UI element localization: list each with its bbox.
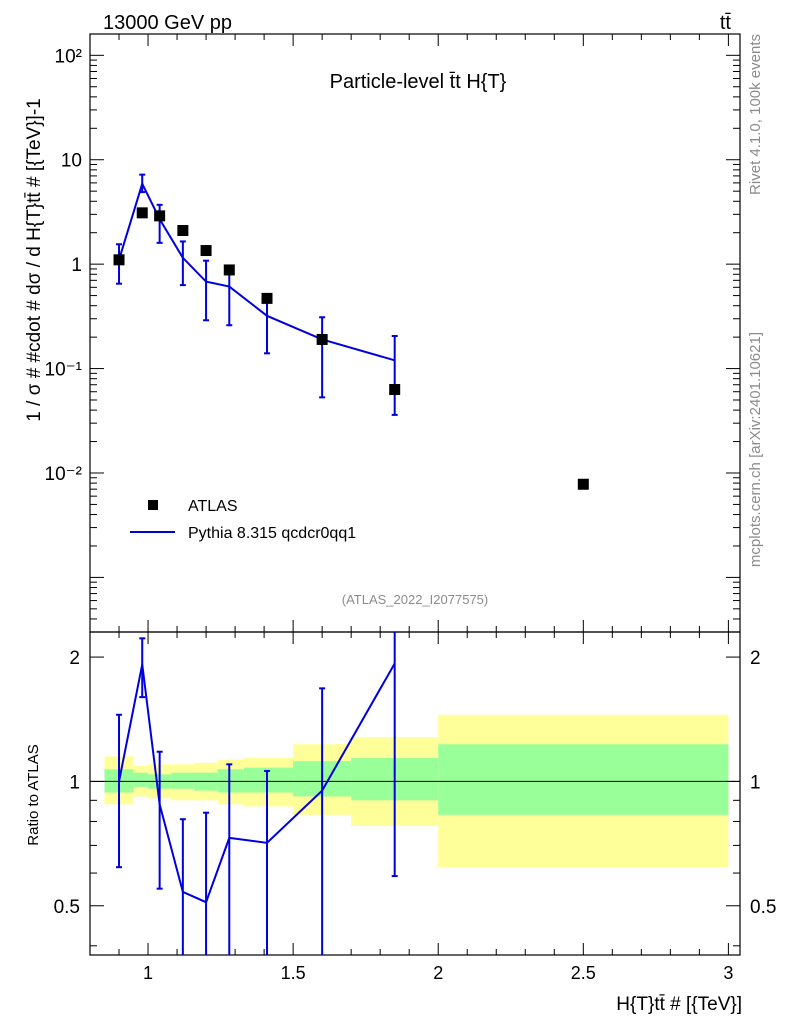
ratio-stat-band xyxy=(217,769,244,793)
main-y-tick-label: 10⁻¹ xyxy=(45,360,83,381)
main-y-tick-label: 10² xyxy=(55,46,82,67)
atlas-data-point xyxy=(261,292,273,304)
analysis-id: (ATLAS_2022_I2077575) xyxy=(342,592,488,607)
ratio-y-tick-label-right: 0.5 xyxy=(750,897,776,918)
header-right: tt̄ xyxy=(720,12,732,34)
rivet-version-text: Rivet 4.1.0, 100k events xyxy=(747,34,764,195)
legend-atlas-marker xyxy=(148,500,158,510)
atlas-data-point xyxy=(389,384,401,396)
ratio-plot-frame xyxy=(89,631,741,956)
mcplots-source-text: mcplots.cern.ch [arXiv:2401.10621] xyxy=(747,332,764,567)
atlas-data-point xyxy=(113,254,125,266)
x-axis-label: H{T}tt̄ # [{TeV}] xyxy=(616,994,742,1015)
ratio-y-axis-label: Ratio to ATLAS xyxy=(25,744,42,845)
x-tick-label: 2 xyxy=(433,963,443,983)
main-y-tick-label: 10 xyxy=(61,151,82,172)
x-tick-label: 3 xyxy=(723,963,733,983)
ratio-uncertainty-bands xyxy=(90,714,740,868)
main-y-axis-label: 1 / σ # #cdot # dσ / d H{T}tt̄ # [{TeV}]… xyxy=(24,98,45,421)
legend-atlas-label: ATLAS xyxy=(188,498,238,515)
atlas-data-point xyxy=(577,478,589,490)
atlas-data-point xyxy=(136,207,148,219)
ratio-y-tick-label-right: 2 xyxy=(750,648,761,669)
atlas-data-point xyxy=(200,245,212,257)
data-marks xyxy=(113,173,589,955)
x-tick-label: 1 xyxy=(143,963,153,983)
main-y-tick-label: 10⁻² xyxy=(45,464,83,485)
axes: 1 1.5 2 2.5 3 10⁻² 10⁻¹ 1 10 10² 0.5 0.5 1 1 2 2 xyxy=(45,33,776,983)
atlas-data-point xyxy=(177,225,189,237)
ratio-y-tick-label-right: 1 xyxy=(750,772,761,793)
main-plot-title: Particle-level t̄t H{T} xyxy=(330,71,507,93)
atlas-data-point xyxy=(316,333,328,345)
ratio-stat-band xyxy=(171,772,195,789)
atlas-data-point xyxy=(154,210,166,222)
ratio-stat-band xyxy=(438,744,729,815)
x-tick-label: 1.5 xyxy=(281,963,306,983)
header-left: 13000 GeV pp xyxy=(103,12,232,34)
main-plot-frame xyxy=(89,33,741,633)
main-y-tick-label: 1 xyxy=(71,255,82,276)
ratio-y-tick-label: 1 xyxy=(69,772,80,793)
atlas-data-point xyxy=(223,264,235,276)
ratio-y-tick-label: 0.5 xyxy=(54,897,80,918)
legend-mc-label: Pythia 8.315 qcdcr0qq1 xyxy=(188,525,356,542)
x-tick-label: 2.5 xyxy=(571,963,596,983)
ratio-y-tick-label: 2 xyxy=(69,648,80,669)
ratio-stat-band xyxy=(133,772,149,787)
